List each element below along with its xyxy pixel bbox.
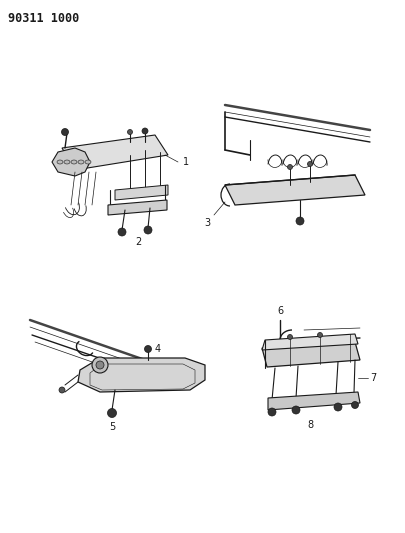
Text: 6: 6	[276, 306, 282, 316]
Polygon shape	[261, 334, 357, 350]
Text: 4: 4	[155, 344, 161, 354]
Circle shape	[267, 408, 275, 416]
Polygon shape	[267, 392, 359, 410]
Text: 7: 7	[369, 373, 375, 383]
Circle shape	[96, 361, 104, 369]
Polygon shape	[224, 175, 364, 205]
Text: 90311 1000: 90311 1000	[8, 12, 79, 25]
Circle shape	[127, 130, 132, 134]
Circle shape	[291, 406, 299, 414]
Circle shape	[144, 345, 151, 352]
Circle shape	[92, 357, 108, 373]
Circle shape	[287, 165, 292, 169]
Circle shape	[317, 333, 322, 337]
Polygon shape	[62, 135, 168, 170]
Circle shape	[333, 403, 341, 411]
Text: 2: 2	[134, 237, 141, 247]
Circle shape	[295, 217, 303, 225]
Text: 3: 3	[203, 218, 209, 228]
Text: 1: 1	[183, 157, 189, 167]
Polygon shape	[261, 342, 359, 367]
Polygon shape	[78, 358, 205, 392]
Circle shape	[107, 408, 116, 417]
Ellipse shape	[85, 160, 91, 164]
Circle shape	[59, 387, 65, 393]
Circle shape	[287, 335, 292, 340]
Polygon shape	[115, 185, 168, 200]
Ellipse shape	[57, 160, 63, 164]
Text: 8: 8	[306, 420, 312, 430]
Ellipse shape	[78, 160, 84, 164]
Ellipse shape	[71, 160, 77, 164]
Circle shape	[118, 228, 126, 236]
Circle shape	[61, 128, 68, 135]
Circle shape	[142, 128, 148, 134]
Circle shape	[351, 401, 358, 408]
Polygon shape	[108, 200, 166, 215]
Polygon shape	[52, 148, 90, 176]
Ellipse shape	[64, 160, 70, 164]
Text: 5: 5	[109, 422, 115, 432]
Circle shape	[144, 226, 151, 234]
Circle shape	[307, 161, 312, 166]
